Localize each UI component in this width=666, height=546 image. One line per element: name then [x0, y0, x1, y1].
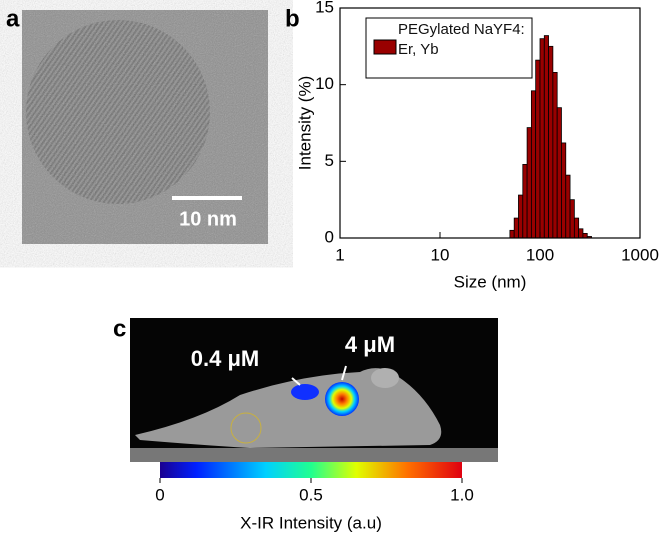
bar — [513, 217, 519, 239]
y-axis-title: Intensity (%) — [295, 76, 314, 170]
colorbar-tick-label: 1.0 — [450, 485, 474, 504]
y-tick-label: 0 — [325, 227, 334, 246]
y-tick-label: 5 — [325, 151, 334, 170]
x-tick-label: 1000 — [621, 245, 659, 264]
colorbar-tick-label: 0 — [155, 485, 164, 504]
tem-image — [22, 10, 268, 244]
colorbar — [160, 462, 462, 478]
legend-swatch — [373, 39, 397, 55]
colorbar-title: X-IR Intensity (a.u) — [240, 513, 382, 532]
bar — [530, 90, 537, 239]
bar — [556, 107, 562, 239]
bar — [526, 127, 532, 239]
plot-frame — [339, 7, 641, 239]
bar — [565, 174, 571, 239]
panel-label: b — [285, 5, 300, 32]
bar — [552, 72, 558, 239]
x-tick-label: 10 — [431, 245, 450, 264]
colorbar-tick-label: 0.5 — [299, 485, 323, 504]
mouse-image — [130, 318, 498, 462]
bar — [548, 45, 554, 239]
bar — [543, 35, 549, 239]
bar — [539, 38, 545, 239]
bar — [582, 232, 588, 239]
x-tick-label: 100 — [526, 245, 554, 264]
panel-label: a — [6, 5, 20, 32]
panel-label: c — [113, 315, 126, 342]
bar — [573, 217, 580, 239]
scale-bar-label: 10 nm — [179, 208, 237, 230]
legend-box — [365, 17, 533, 79]
bar — [578, 228, 584, 239]
bar — [518, 194, 524, 239]
y-tick-label: 10 — [315, 74, 334, 93]
bar — [509, 229, 515, 239]
x-tick-label: 1 — [335, 245, 344, 264]
legend-label: PEGylated NaYF4: Er, Yb — [398, 21, 525, 58]
bar — [522, 163, 528, 239]
annotation: 4 μM — [345, 332, 395, 357]
bar — [569, 199, 575, 239]
bar — [561, 142, 567, 239]
x-axis-title: Size (nm) — [454, 272, 527, 291]
bar — [535, 59, 541, 239]
annotation: 0.4 μM — [191, 346, 259, 371]
y-tick-label: 15 — [315, 0, 334, 16]
